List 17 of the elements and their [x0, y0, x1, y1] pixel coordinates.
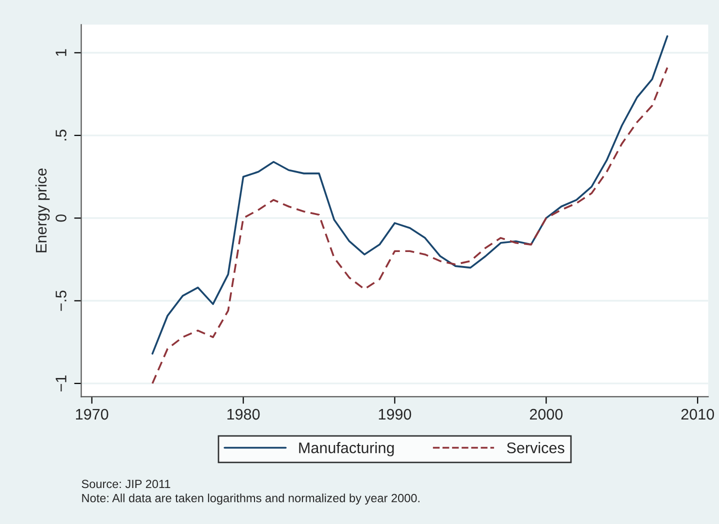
- x-tick-label: 1980: [227, 408, 260, 420]
- y-tick-label: 0: [56, 214, 66, 222]
- y-tick-label: .5: [56, 130, 66, 140]
- x-tick-label: 2010: [681, 408, 714, 420]
- y-tick-label: 1: [56, 49, 66, 56]
- legend-label: Services: [506, 442, 564, 454]
- line-series: [152, 66, 668, 384]
- y-axis-title: Energy price: [35, 168, 50, 252]
- legend-label: Manufacturing: [299, 442, 394, 456]
- x-tick-label: 1970: [76, 408, 108, 420]
- source-note: Source: JIP 2011: [82, 480, 170, 488]
- line-series: [152, 35, 668, 355]
- x-tick-label: 2000: [530, 408, 563, 420]
- x-tick-label: 1990: [378, 408, 412, 420]
- text: Note: All data are taken logarithms and normalized by year 2000.: [82, 494, 420, 505]
- y-tick-label: −.5: [56, 290, 66, 311]
- y-tick-label: −1: [56, 375, 66, 392]
